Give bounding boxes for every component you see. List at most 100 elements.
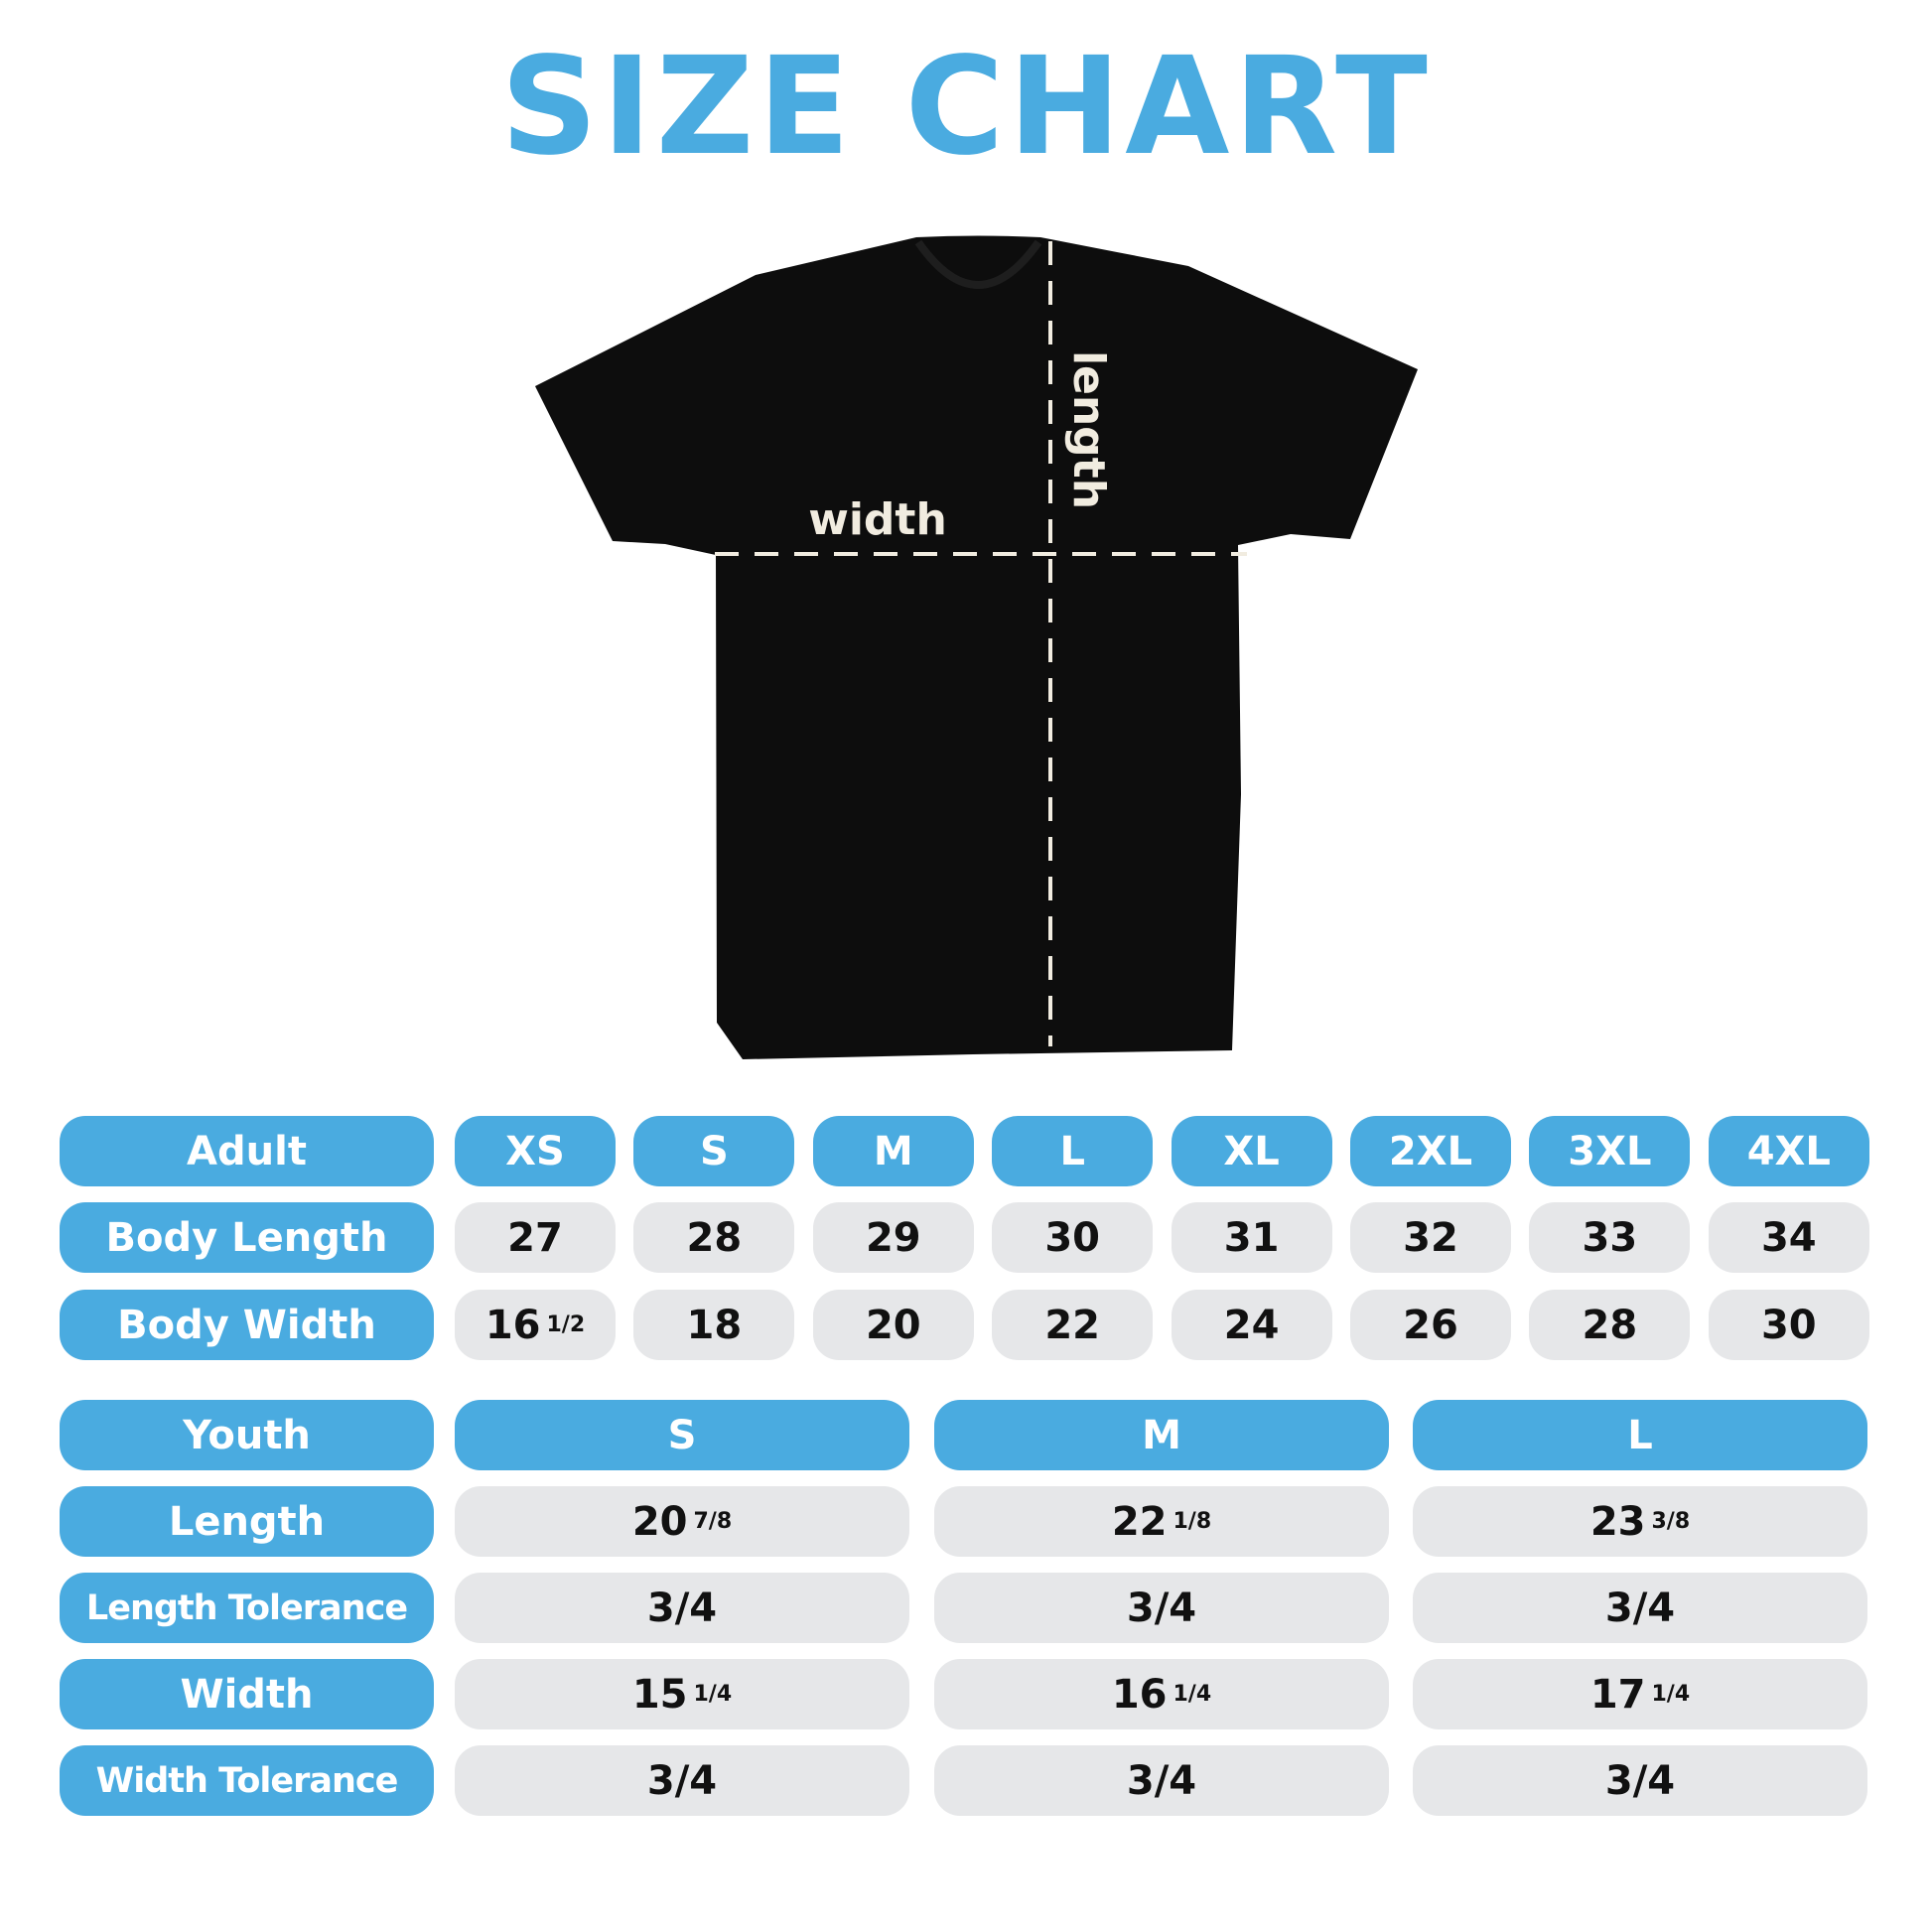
adult-size-2xl-text: 2XL bbox=[1388, 1128, 1473, 1174]
youth-value-cell-text: 3/4 bbox=[1126, 1757, 1197, 1804]
youth-value-cell-text: 3/4 bbox=[1126, 1585, 1197, 1631]
youth-value-cell-text: 3/4 bbox=[1604, 1585, 1676, 1631]
youth-value-cell-fraction: 1/4 bbox=[1651, 1682, 1691, 1707]
adult-value-cell: 30 bbox=[1708, 1290, 1869, 1360]
adult-size-xl-text: XL bbox=[1223, 1128, 1280, 1174]
adult-value-cell-text: 28 bbox=[686, 1214, 743, 1261]
youth-header: Youth bbox=[60, 1400, 434, 1470]
adult-value-cell: 28 bbox=[1529, 1290, 1691, 1360]
adult-value-cell-text: 31 bbox=[1223, 1214, 1280, 1261]
adult-value-cell-text: 26 bbox=[1403, 1302, 1458, 1348]
youth-size-l: L bbox=[1413, 1400, 1867, 1470]
youth-value-cell-text: 23 bbox=[1589, 1498, 1646, 1545]
adult-value-cell: 24 bbox=[1171, 1290, 1332, 1360]
youth-value-cell: 23 3/8 bbox=[1413, 1486, 1867, 1557]
youth-value-cell-text: 22 bbox=[1111, 1498, 1168, 1545]
adult-value-cell-text: 28 bbox=[1582, 1302, 1638, 1348]
youth-value-cell-text: 3/4 bbox=[1604, 1757, 1676, 1804]
adult-value-cell: 34 bbox=[1708, 1202, 1869, 1273]
adult-size-4xl-text: 4XL bbox=[1746, 1128, 1831, 1174]
adult-value-cell: 22 bbox=[992, 1290, 1154, 1360]
adult-value-cell: 32 bbox=[1350, 1202, 1511, 1273]
page-title: SIZE CHART bbox=[500, 29, 1432, 186]
adult-value-cell: 20 bbox=[812, 1290, 974, 1360]
adult-value-cell: 31 bbox=[1171, 1202, 1332, 1273]
adult-value-cell: 29 bbox=[812, 1202, 974, 1273]
adult-size-xs-text: XS bbox=[505, 1128, 565, 1174]
length-label: length bbox=[1063, 350, 1114, 509]
youth-value-cell-fraction: 1/4 bbox=[1173, 1682, 1212, 1707]
youth-value-cell: 3/4 bbox=[1413, 1745, 1867, 1816]
adult-value-cell-text: 22 bbox=[1044, 1302, 1101, 1348]
adult-value-cell-text: 34 bbox=[1760, 1214, 1817, 1261]
adult-row-label: Body Length bbox=[60, 1202, 434, 1273]
youth-size-m-text: M bbox=[1142, 1412, 1181, 1458]
youth-value-cell-text: 16 bbox=[1111, 1671, 1168, 1718]
youth-value-cell-text: 3/4 bbox=[646, 1585, 718, 1631]
adult-value-cell-text: 33 bbox=[1582, 1214, 1638, 1261]
adult-value-cell: 33 bbox=[1529, 1202, 1691, 1273]
youth-value-cell-text: 15 bbox=[631, 1671, 688, 1718]
youth-row-label-text: Length bbox=[168, 1498, 326, 1545]
adult-size-m-text: M bbox=[873, 1128, 913, 1174]
adult-size-3xl: 3XL bbox=[1529, 1116, 1691, 1186]
youth-value-cell-fraction: 7/8 bbox=[693, 1509, 733, 1534]
adult-size-3xl-text: 3XL bbox=[1568, 1128, 1652, 1174]
adult-value-cell: 30 bbox=[992, 1202, 1154, 1273]
youth-header-text: Youth bbox=[183, 1412, 311, 1458]
adult-size-xl: XL bbox=[1171, 1116, 1332, 1186]
adult-value-cell: 18 bbox=[633, 1290, 795, 1360]
adult-row-label: Body Width bbox=[60, 1290, 434, 1360]
youth-value-cell: 3/4 bbox=[934, 1745, 1389, 1816]
adult-size-4xl: 4XL bbox=[1708, 1116, 1869, 1186]
youth-value-cell: 16 1/4 bbox=[934, 1659, 1389, 1729]
width-label: width bbox=[808, 494, 947, 545]
adult-row-label-text: Body Width bbox=[117, 1302, 376, 1348]
adult-size-m: M bbox=[812, 1116, 974, 1186]
youth-value-cell-fraction: 1/4 bbox=[693, 1682, 733, 1707]
adult-header-text: Adult bbox=[187, 1128, 307, 1174]
adult-value-cell: 27 bbox=[455, 1202, 616, 1273]
youth-value-cell-fraction: 3/8 bbox=[1651, 1509, 1691, 1534]
youth-row-label-text: Width Tolerance bbox=[95, 1760, 399, 1801]
adult-row-label-text: Body Length bbox=[105, 1214, 388, 1261]
youth-value-cell: 20 7/8 bbox=[455, 1486, 909, 1557]
youth-value-cell-text: 3/4 bbox=[646, 1757, 718, 1804]
adult-value-cell-text: 24 bbox=[1223, 1302, 1280, 1348]
youth-row-label: Width Tolerance bbox=[60, 1745, 434, 1816]
youth-row-label: Length Tolerance bbox=[60, 1573, 434, 1643]
adult-size-xs: XS bbox=[455, 1116, 616, 1186]
youth-value-cell: 3/4 bbox=[1413, 1573, 1867, 1643]
adult-value-cell-text: 27 bbox=[507, 1214, 563, 1261]
adult-value-cell-fraction: 1/2 bbox=[546, 1312, 586, 1337]
youth-value-cell: 3/4 bbox=[455, 1745, 909, 1816]
youth-row-label: Length bbox=[60, 1486, 434, 1557]
youth-size-s: S bbox=[455, 1400, 909, 1470]
adult-value-cell-text: 29 bbox=[865, 1214, 921, 1261]
youth-size-s-text: S bbox=[667, 1412, 697, 1458]
adult-size-l: L bbox=[992, 1116, 1154, 1186]
adult-value-cell-text: 16 bbox=[484, 1302, 541, 1348]
youth-value-cell: 3/4 bbox=[934, 1573, 1389, 1643]
adult-size-s: S bbox=[633, 1116, 795, 1186]
adult-size-s-text: S bbox=[699, 1128, 729, 1174]
adult-value-cell: 28 bbox=[633, 1202, 795, 1273]
tshirt-illustration: width length bbox=[535, 235, 1418, 1059]
adult-value-cell-text: 20 bbox=[865, 1302, 921, 1348]
tshirt-shape bbox=[535, 235, 1418, 1059]
adult-size-2xl: 2XL bbox=[1350, 1116, 1511, 1186]
youth-value-cell: 15 1/4 bbox=[455, 1659, 909, 1729]
youth-value-cell-text: 20 bbox=[631, 1498, 688, 1545]
adult-value-cell-text: 32 bbox=[1403, 1214, 1458, 1261]
youth-row-label: Width bbox=[60, 1659, 434, 1729]
adult-value-cell: 16 1/2 bbox=[455, 1290, 616, 1360]
youth-row-label-text: Width bbox=[180, 1671, 314, 1718]
tshirt-collar bbox=[914, 239, 1042, 289]
youth-value-cell: 17 1/4 bbox=[1413, 1659, 1867, 1729]
adult-header: Adult bbox=[60, 1116, 434, 1186]
youth-value-cell: 22 1/8 bbox=[934, 1486, 1389, 1557]
youth-size-l-text: L bbox=[1627, 1412, 1653, 1458]
youth-row-label-text: Length Tolerance bbox=[85, 1587, 408, 1628]
adult-value-cell-text: 30 bbox=[1044, 1214, 1101, 1261]
youth-value-cell: 3/4 bbox=[455, 1573, 909, 1643]
